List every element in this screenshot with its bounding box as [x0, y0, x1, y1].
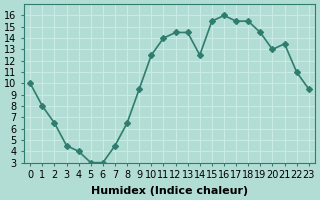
X-axis label: Humidex (Indice chaleur): Humidex (Indice chaleur) [91, 186, 248, 196]
